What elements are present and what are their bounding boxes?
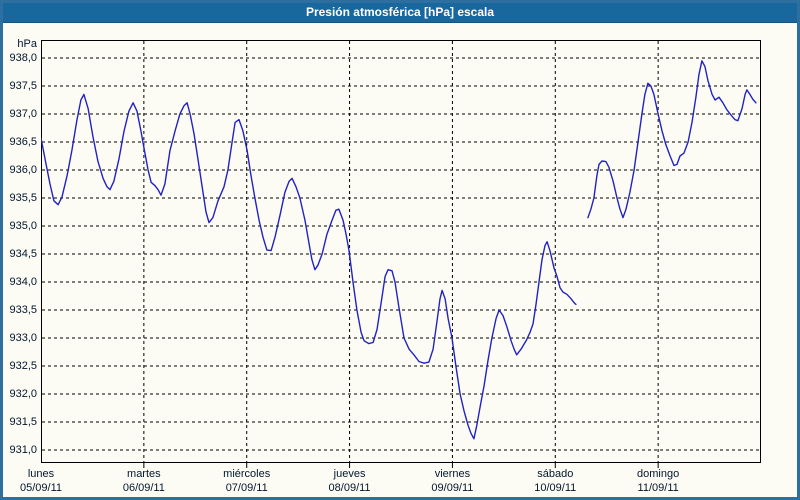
chart-title: Presión atmosférica [hPa] escala: [305, 5, 495, 19]
x-day-label: domingo 11/09/11: [608, 467, 708, 495]
x-day-label: sábado 10/09/11: [505, 467, 605, 495]
y-tick-label: 932,0: [9, 388, 37, 400]
day-name: lunes: [27, 468, 55, 480]
plot-border: [41, 40, 761, 463]
y-tick-label: 934,5: [9, 248, 37, 260]
day-name: domingo: [637, 468, 680, 480]
x-day-label: martes 06/09/11: [94, 467, 194, 495]
y-tick-label: 934,0: [9, 276, 37, 288]
x-day-label: miércoles 07/09/11: [197, 467, 297, 495]
day-date: 11/09/11: [637, 482, 679, 494]
x-day-label: jueves 08/09/11: [300, 467, 400, 495]
chart-title-bar: Presión atmosférica [hPa] escala: [3, 3, 797, 23]
pressure-line: [41, 93, 577, 440]
day-name: viernes: [434, 468, 471, 480]
y-tick-label: 932,5: [9, 360, 37, 372]
day-date: 05/09/11: [19, 482, 62, 494]
y-tick-label: 931,0: [9, 444, 37, 456]
day-name: miércoles: [223, 468, 271, 480]
day-date: 08/09/11: [328, 482, 371, 494]
day-date: 10/09/11: [534, 482, 577, 494]
y-tick-label: 936,5: [9, 136, 37, 148]
day-name: martes: [127, 468, 161, 480]
y-tick-label: 936,0: [9, 164, 37, 176]
y-tick-label: 933,0: [9, 332, 37, 344]
y-tick-label: 935,5: [9, 192, 37, 204]
plot-area: [41, 40, 761, 468]
y-tick-label: 937,5: [9, 80, 37, 92]
day-date: 07/09/11: [225, 482, 268, 494]
day-date: 06/09/11: [122, 482, 165, 494]
x-day-label: viernes 09/09/11: [402, 467, 502, 495]
y-tick-label: 933,5: [9, 304, 37, 316]
y-tick-label: 937,0: [9, 108, 37, 120]
y-tick-label: 931,5: [9, 416, 37, 428]
pressure-line: [587, 60, 757, 219]
y-tick-label: 938,0: [9, 52, 37, 64]
y-axis-unit-label: hPa: [17, 38, 37, 50]
day-name: jueves: [333, 468, 366, 480]
x-day-label: lunes 05/09/11: [0, 467, 91, 495]
day-name: sábado: [537, 468, 574, 480]
day-date: 09/09/11: [431, 482, 474, 494]
y-tick-label: 935,0: [9, 220, 37, 232]
